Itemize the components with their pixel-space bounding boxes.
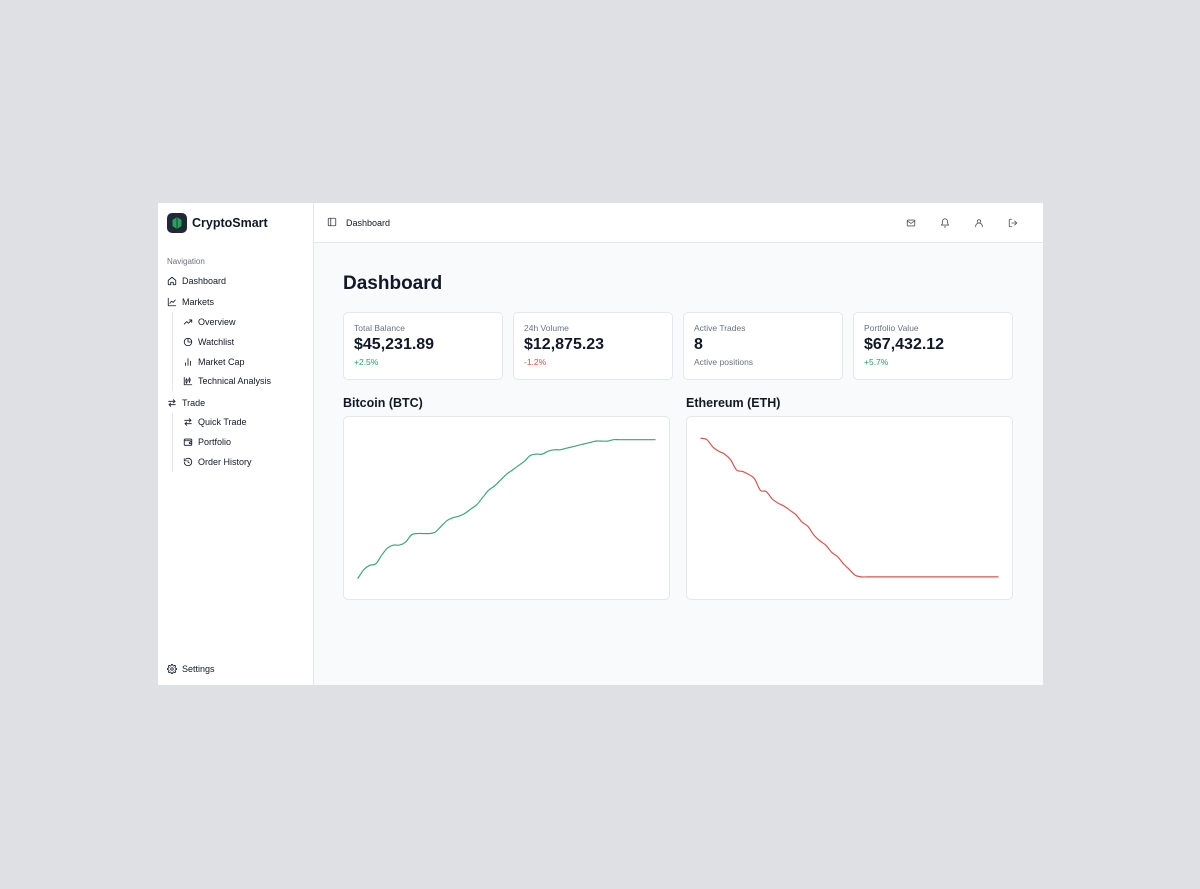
bell-icon — [940, 217, 950, 228]
arrows-exchange-icon — [184, 418, 192, 427]
sidebar-item-trade[interactable]: Trade — [158, 393, 313, 413]
wallet-icon — [183, 438, 193, 447]
profile-button[interactable] — [962, 213, 996, 233]
stats-row: Total Balance $45,231.89 +2.5% 24h Volum… — [343, 312, 1014, 380]
stat-card-active-trades: Active Trades 8 Active positions — [683, 312, 843, 380]
btc-chart-panel: Bitcoin (BTC) — [343, 396, 670, 600]
line-chart-icon — [167, 298, 177, 307]
sidebar-item-quick-trade[interactable]: Quick Trade — [183, 413, 313, 433]
sidebar-item-label: Trade — [182, 397, 206, 408]
user-icon — [975, 218, 983, 227]
stat-label: Active Trades — [694, 323, 746, 333]
settings-section: Settings — [158, 659, 313, 679]
logo-icon — [167, 212, 187, 233]
bar-chart-icon — [185, 357, 191, 366]
sidebar: CryptoSmart Navigation Dashboard Markets — [158, 203, 314, 685]
sidebar-toggle-icon — [327, 217, 337, 226]
sidebar-item-overview[interactable]: Overview — [183, 312, 313, 332]
sidebar-item-label: Overview — [198, 316, 236, 327]
top-bar: Dashboard — [314, 203, 1043, 243]
breadcrumb: Dashboard — [346, 217, 391, 228]
stat-value: $67,432.12 — [864, 336, 945, 353]
sidebar-item-technical-analysis[interactable]: Technical Analysis — [183, 371, 313, 391]
nav-caption: Navigation — [167, 257, 205, 266]
sidebar-item-dashboard[interactable]: Dashboard — [158, 271, 313, 291]
sidebar-item-markets[interactable]: Markets — [158, 292, 313, 312]
sidebar-nav: Dashboard Markets Overview Watchlist — [158, 271, 313, 473]
stat-label: 24h Volume — [524, 323, 569, 333]
main-area: Dashboard Dashboard Total Balance $45,23… — [314, 203, 1043, 685]
stat-label: Total Balance — [354, 323, 406, 333]
trending-up-icon — [183, 319, 193, 325]
chart-title: Bitcoin (BTC) — [343, 396, 423, 410]
trade-submenu: Quick Trade Portfolio Order History — [172, 412, 313, 472]
logout-button[interactable] — [996, 213, 1030, 233]
mail-icon — [906, 219, 916, 226]
sidebar-toggle-button[interactable] — [327, 214, 337, 232]
stat-change: -1.2% — [524, 357, 547, 367]
sidebar-item-label: Technical Analysis — [198, 376, 272, 387]
sidebar-item-label: Dashboard — [182, 275, 227, 286]
app-name: CryptoSmart — [192, 215, 268, 230]
home-icon — [167, 276, 177, 286]
sidebar-item-label: Portfolio — [198, 437, 232, 448]
arrows-exchange-icon — [168, 398, 176, 407]
sidebar-item-label: Quick Trade — [198, 417, 247, 428]
stat-value: $45,231.89 — [354, 336, 435, 353]
sidebar-item-portfolio[interactable]: Portfolio — [183, 432, 313, 452]
btc-chart — [343, 416, 670, 600]
candlestick-chart-icon — [183, 377, 193, 386]
sidebar-item-label: Settings — [182, 664, 215, 675]
sidebar-item-watchlist[interactable]: Watchlist — [183, 332, 313, 352]
charts-row: Bitcoin (BTC) Ethereum (ETH) — [343, 396, 1014, 600]
app-window: CryptoSmart Navigation Dashboard Markets — [158, 203, 1043, 685]
logout-icon — [1008, 218, 1018, 227]
stat-label: Portfolio Value — [864, 323, 919, 333]
sidebar-item-label: Order History — [198, 457, 252, 468]
stat-change: +2.5% — [354, 357, 379, 367]
btc-line-chart — [357, 438, 656, 579]
markets-submenu: Overview Watchlist Market Cap Technical … — [172, 312, 313, 392]
stat-value: $12,875.23 — [524, 336, 605, 353]
page-title: Dashboard — [343, 273, 443, 294]
series-line — [357, 438, 656, 579]
stat-card-portfolio-value: Portfolio Value $67,432.12 +5.7% — [853, 312, 1013, 380]
sidebar-item-market-cap[interactable]: Market Cap — [183, 352, 313, 372]
eth-line-chart — [700, 437, 999, 578]
sidebar-item-settings[interactable]: Settings — [158, 659, 313, 679]
stat-card-24h-volume: 24h Volume $12,875.23 -1.2% — [513, 312, 673, 380]
brand[interactable]: CryptoSmart — [158, 203, 313, 242]
stat-value: 8 — [694, 336, 703, 353]
eth-chart-panel: Ethereum (ETH) — [686, 396, 1013, 600]
history-icon — [183, 457, 193, 467]
sidebar-item-order-history[interactable]: Order History — [183, 452, 313, 472]
notifications-button[interactable] — [928, 213, 962, 233]
stat-card-total-balance: Total Balance $45,231.89 +2.5% — [343, 312, 503, 380]
sidebar-item-label: Watchlist — [198, 336, 235, 347]
sidebar-item-label: Market Cap — [198, 356, 245, 367]
dashboard-content: Dashboard Total Balance $45,231.89 +2.5%… — [314, 243, 1043, 600]
chart-title: Ethereum (ETH) — [686, 396, 781, 410]
sidebar-item-label: Markets — [182, 297, 215, 308]
eth-chart — [686, 416, 1013, 600]
series-line — [700, 437, 999, 578]
gear-icon — [167, 664, 177, 675]
mail-button[interactable] — [894, 213, 928, 233]
stat-change: +5.7% — [864, 357, 889, 367]
pie-chart-icon — [183, 337, 193, 346]
stat-subtitle: Active positions — [694, 357, 754, 367]
